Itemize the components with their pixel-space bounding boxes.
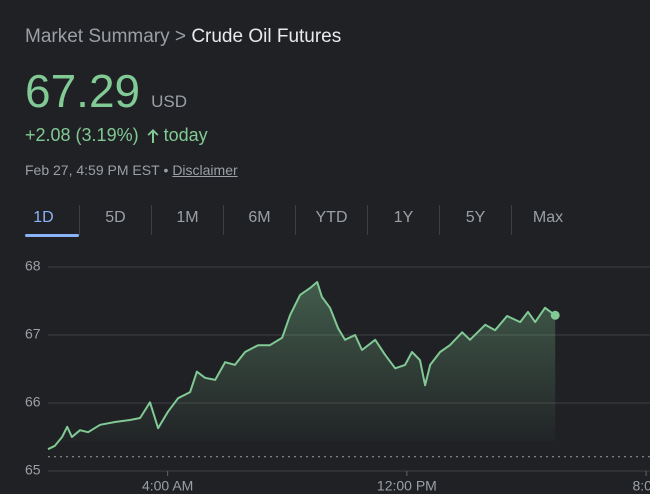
range-tabs: 1D 5D 1M 6M YTD 1Y 5Y Max xyxy=(8,205,584,237)
range-tab[interactable]: 1D xyxy=(8,205,80,237)
y-tick-label: 68 xyxy=(25,258,41,274)
period: today xyxy=(163,125,208,145)
change-row: +2.08 (3.19%) today xyxy=(25,125,208,146)
dot: • xyxy=(163,162,169,178)
breadcrumb: Market Summary > Crude Oil Futures xyxy=(25,26,341,48)
price-row: 67.29 USD xyxy=(25,64,187,118)
timestamp: Feb 27, 4:59 PM EST xyxy=(25,162,160,178)
disclaimer-link[interactable]: Disclaimer xyxy=(172,162,238,178)
range-tab[interactable]: Max xyxy=(532,209,564,226)
x-tick-label: 8:00 xyxy=(632,478,650,494)
last-point xyxy=(550,310,560,320)
title: Crude Oil Futures xyxy=(191,26,342,47)
range-tab[interactable]: 5Y xyxy=(440,205,512,235)
range-tab[interactable]: 1M xyxy=(152,205,224,235)
price: 67.29 xyxy=(25,65,141,117)
y-tick-label: 67 xyxy=(25,326,41,342)
currency: USD xyxy=(151,92,188,111)
y-tick-label: 65 xyxy=(25,462,41,478)
range-tab[interactable]: YTD xyxy=(296,205,368,235)
price-line xyxy=(47,281,556,451)
separator: > xyxy=(174,26,187,47)
change: +2.08 (3.19%) xyxy=(25,125,139,145)
up-arrow xyxy=(147,128,159,143)
x-tick-label: 4:00 AM xyxy=(142,478,193,494)
range-tab[interactable]: 5D xyxy=(80,205,152,235)
y-tick-label: 66 xyxy=(25,394,41,410)
x-tick-label: 12:00 PM xyxy=(377,478,437,494)
area xyxy=(48,282,556,450)
timestamp-row: Feb 27, 4:59 PM EST • Disclaimer xyxy=(25,162,238,178)
range-tab[interactable]: 6M xyxy=(224,205,296,235)
breadcrumb-link[interactable]: Market Summary xyxy=(25,26,170,47)
range-tab[interactable]: 1Y xyxy=(368,205,440,235)
